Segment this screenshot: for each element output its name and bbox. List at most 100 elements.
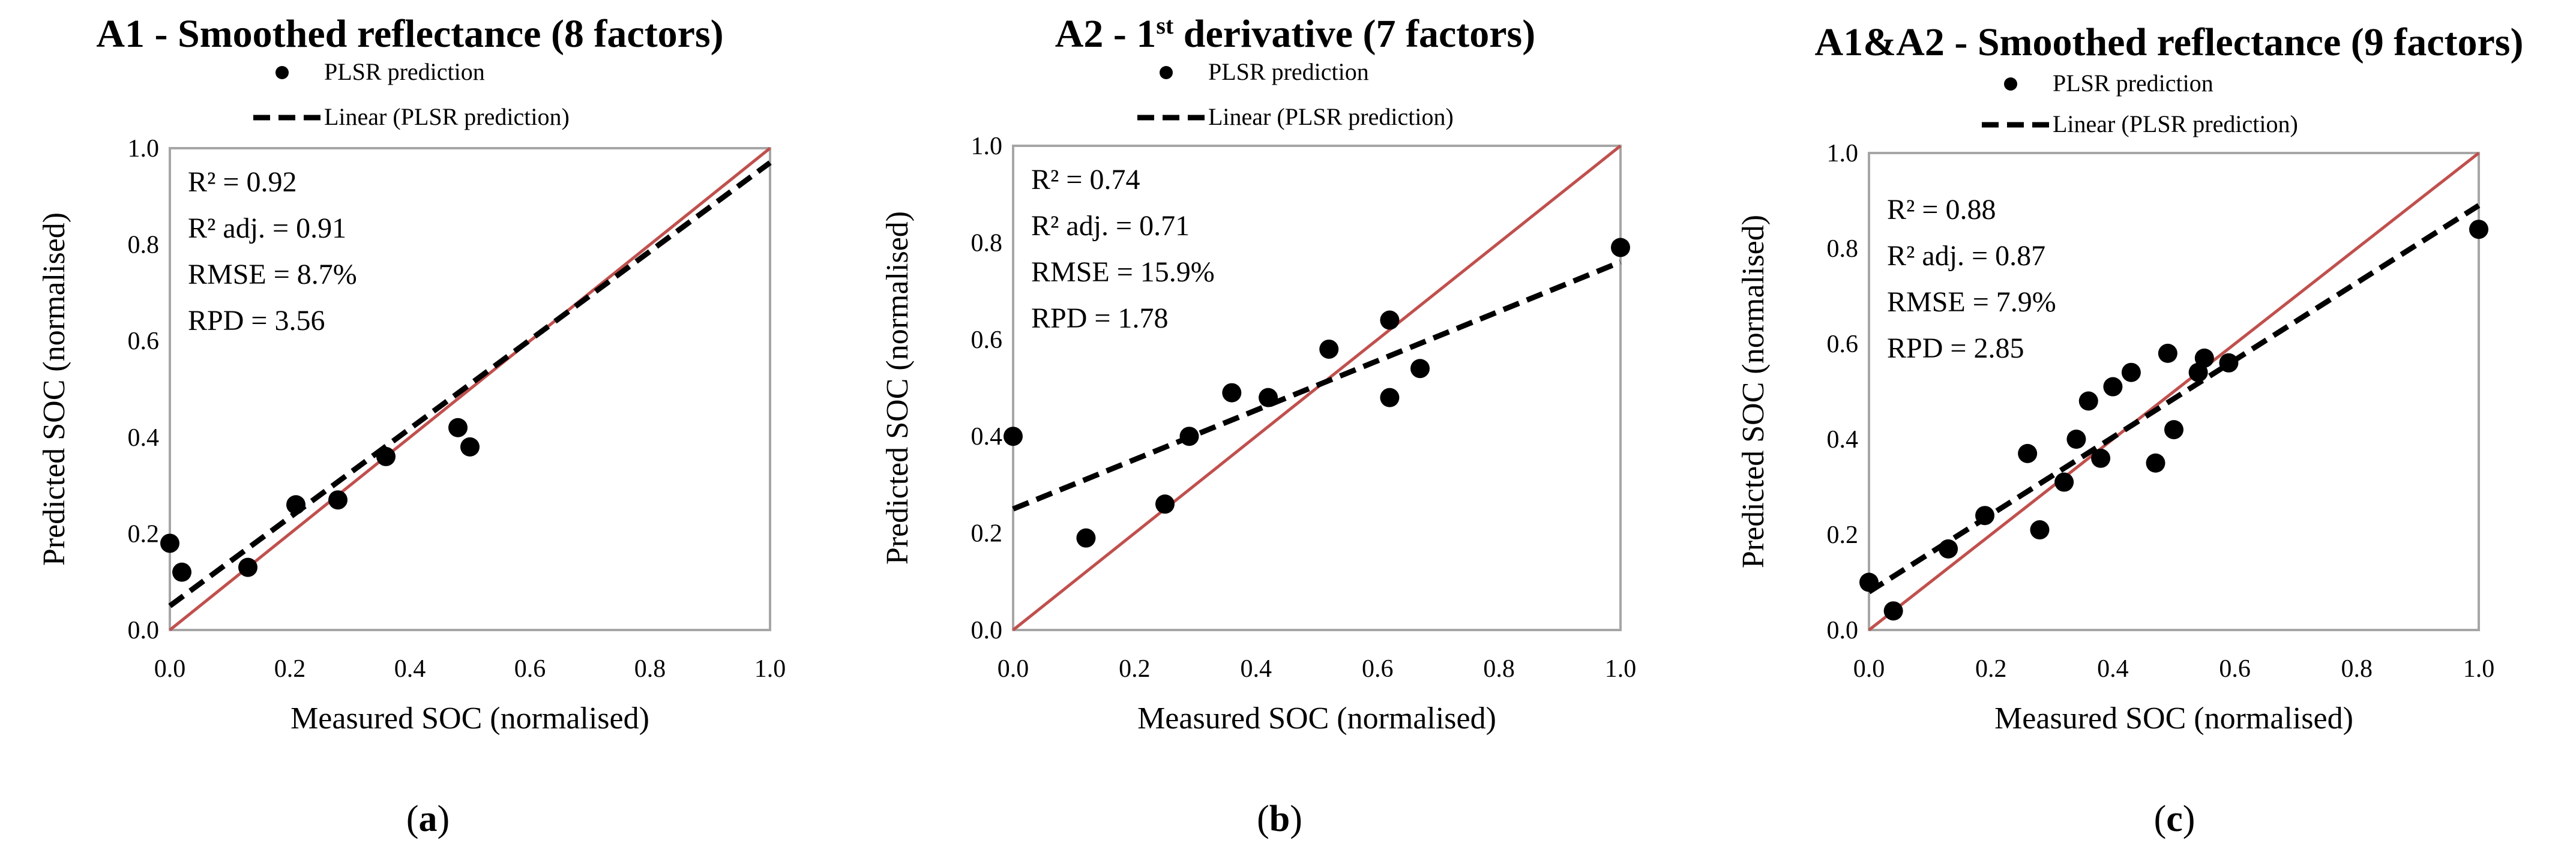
data-point — [172, 562, 191, 582]
y-tick-label: 0.8 — [971, 229, 1003, 257]
stat-line: R² = 0.74 — [1031, 164, 1140, 196]
stat-line: RPD = 3.56 — [188, 305, 325, 337]
data-point — [2078, 391, 2098, 411]
y-axis-label: Predicted SOC (normalised) — [1736, 215, 1771, 568]
chart-title-part: A2 - 1 — [1055, 12, 1157, 56]
x-tick-label: 0.4 — [2097, 655, 2129, 683]
stat-line: R² adj. = 0.71 — [1031, 210, 1190, 242]
x-tick-label: 0.8 — [634, 655, 666, 683]
identity-line — [169, 147, 771, 631]
data-point — [1611, 238, 1630, 257]
data-point — [1975, 506, 1995, 526]
legend-marker — [275, 66, 289, 79]
data-point — [448, 418, 468, 437]
data-point — [2066, 430, 2086, 449]
x-tick-label: 1.0 — [2463, 655, 2495, 683]
x-tick-label: 1.0 — [1605, 655, 1637, 683]
caption-open: ( — [2154, 799, 2167, 839]
y-tick-label: 0.4 — [1827, 426, 1859, 454]
stat-line: RPD = 2.85 — [1887, 332, 2024, 364]
identity-line — [1012, 145, 1622, 631]
y-tick-label: 0.0 — [1827, 617, 1859, 644]
x-tick-label: 0.2 — [1975, 655, 2007, 683]
chart-title-superscript: st — [1156, 12, 1174, 39]
x-tick-label: 0.8 — [1483, 655, 1515, 683]
x-axis-label: Measured SOC (normalised) — [1137, 701, 1496, 736]
trend-line — [1012, 259, 1622, 512]
caption-close: ) — [1290, 799, 1302, 839]
x-tick-label: 0.0 — [1853, 655, 1885, 683]
chart-panel-1: A1 - Smoothed reflectance (8 factors)PLS… — [37, 12, 786, 839]
x-axis-label: Measured SOC (normalised) — [290, 701, 649, 736]
y-axis-label: Predicted SOC (normalised) — [880, 211, 915, 565]
stat-line: RMSE = 7.9% — [1887, 286, 2056, 318]
y-tick-label: 0.6 — [1827, 331, 1859, 358]
data-point — [2164, 420, 2183, 440]
y-tick-label: 1.0 — [971, 133, 1003, 160]
x-tick-label: 0.0 — [154, 655, 186, 683]
data-point — [1939, 539, 1958, 559]
y-tick-label: 1.0 — [1827, 140, 1859, 167]
stat-line: R² = 0.92 — [188, 166, 296, 198]
data-point — [160, 533, 179, 553]
y-tick-label: 1.0 — [128, 135, 160, 163]
data-point — [2054, 472, 2074, 492]
y-tick-label: 0.2 — [1827, 521, 1859, 549]
caption-open: ( — [406, 799, 419, 839]
caption-letter: b — [1269, 799, 1290, 839]
y-tick-label: 0.2 — [971, 520, 1003, 548]
data-point — [1380, 388, 1400, 407]
x-tick-label: 0.2 — [1119, 655, 1151, 683]
data-point — [2018, 443, 2038, 463]
stat-line: R² adj. = 0.87 — [1887, 240, 2045, 272]
x-tick-label: 0.4 — [1241, 655, 1272, 683]
x-tick-label: 0.6 — [2219, 655, 2251, 683]
data-point — [1380, 310, 1400, 330]
data-point — [238, 557, 257, 577]
y-tick-label: 0.8 — [1827, 235, 1859, 263]
caption-close: ) — [438, 799, 450, 839]
x-tick-label: 0.8 — [2341, 655, 2373, 683]
data-point — [376, 446, 396, 466]
stat-line: RMSE = 15.9% — [1031, 256, 1215, 288]
data-point — [1410, 359, 1430, 379]
data-point — [328, 490, 348, 510]
data-point — [1222, 383, 1242, 403]
y-tick-label: 0.6 — [128, 328, 160, 355]
data-point — [2121, 362, 2141, 382]
chart-title: A1 - Smoothed reflectance (8 factors) — [96, 12, 723, 56]
legend-label-line: Linear (PLSR prediction) — [324, 103, 570, 130]
legend-label-line: Linear (PLSR prediction) — [2053, 110, 2298, 137]
chart-title-part: derivative (7 factors) — [1173, 12, 1535, 56]
stat-line: R² adj. = 0.91 — [188, 212, 346, 244]
caption-letter: a — [419, 799, 438, 839]
legend-label-line: Linear (PLSR prediction) — [1208, 103, 1454, 130]
y-tick-label: 0.0 — [128, 617, 160, 644]
data-point — [1259, 388, 1278, 407]
legend-marker — [1160, 66, 1173, 79]
legend-label-points: PLSR prediction — [2053, 70, 2213, 97]
data-point — [2103, 377, 2123, 397]
trend-line — [1867, 203, 2481, 595]
stat-line: R² = 0.88 — [1887, 194, 1996, 226]
x-tick-label: 1.0 — [754, 655, 786, 683]
data-point — [286, 495, 305, 515]
caption-open: ( — [1257, 799, 1269, 839]
chart-title: A2 - 1st derivative (7 factors) — [1055, 12, 1535, 56]
legend-marker — [2004, 77, 2017, 91]
data-point — [2158, 343, 2177, 363]
data-point — [1179, 427, 1199, 446]
chart-panel-3: A1&A2 - Smoothed reflectance (9 factors)… — [1736, 20, 2523, 839]
data-point — [2091, 448, 2111, 468]
data-point — [1859, 572, 1879, 592]
caption-letter: c — [2166, 799, 2183, 839]
panel-caption: (c) — [2154, 799, 2195, 839]
y-tick-label: 0.6 — [971, 326, 1003, 354]
data-point — [1076, 528, 1096, 548]
panel-caption: (a) — [406, 799, 450, 839]
stat-line: RPD = 1.78 — [1031, 302, 1168, 334]
data-point — [2194, 348, 2214, 368]
x-tick-label: 0.0 — [998, 655, 1029, 683]
data-point — [1004, 427, 1023, 446]
